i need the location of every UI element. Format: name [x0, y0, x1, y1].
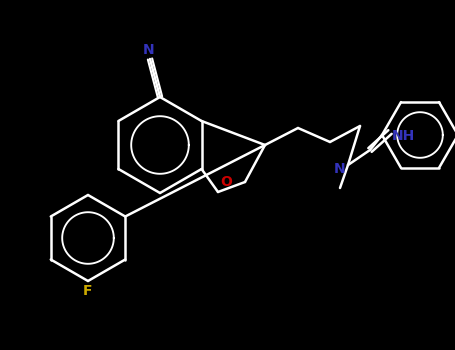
Text: NH: NH [392, 129, 415, 143]
Text: N: N [143, 43, 155, 57]
Text: N: N [334, 162, 345, 176]
Text: O: O [220, 175, 232, 189]
Text: F: F [83, 284, 93, 298]
